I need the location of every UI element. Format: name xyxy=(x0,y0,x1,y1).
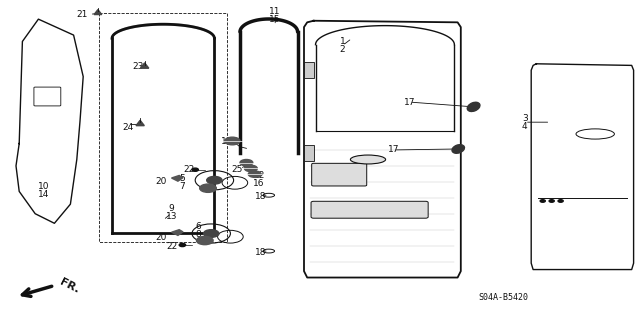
Circle shape xyxy=(179,243,186,247)
Text: 6: 6 xyxy=(196,222,201,231)
Text: 19: 19 xyxy=(221,137,233,146)
Circle shape xyxy=(244,165,257,172)
Text: 10: 10 xyxy=(38,182,49,191)
Ellipse shape xyxy=(467,102,480,111)
Circle shape xyxy=(200,184,216,192)
Circle shape xyxy=(196,236,213,245)
Text: 25: 25 xyxy=(231,165,243,174)
Text: 23: 23 xyxy=(132,63,143,71)
Text: 20: 20 xyxy=(156,177,167,186)
Text: S04A-B5420: S04A-B5420 xyxy=(479,293,529,302)
Text: 5: 5 xyxy=(180,174,185,183)
Circle shape xyxy=(558,200,563,202)
Circle shape xyxy=(248,171,261,177)
Text: 22: 22 xyxy=(183,165,195,174)
Text: 15: 15 xyxy=(269,15,281,24)
FancyBboxPatch shape xyxy=(304,145,314,161)
Text: 17: 17 xyxy=(388,145,399,154)
Text: 14: 14 xyxy=(38,190,49,199)
FancyBboxPatch shape xyxy=(304,62,314,78)
Polygon shape xyxy=(94,10,102,15)
Text: 16: 16 xyxy=(253,179,265,188)
Ellipse shape xyxy=(452,145,465,153)
Circle shape xyxy=(192,168,198,171)
Circle shape xyxy=(207,176,222,184)
Text: 21: 21 xyxy=(76,10,88,19)
Text: 12: 12 xyxy=(253,171,265,180)
Polygon shape xyxy=(172,230,183,235)
Ellipse shape xyxy=(351,155,385,164)
FancyBboxPatch shape xyxy=(311,201,428,218)
Text: 2: 2 xyxy=(340,45,345,54)
Polygon shape xyxy=(172,175,183,181)
Text: 17: 17 xyxy=(404,98,415,107)
Text: 9: 9 xyxy=(169,204,174,213)
Polygon shape xyxy=(141,63,149,68)
Circle shape xyxy=(540,200,545,202)
Text: FR.: FR. xyxy=(58,277,81,296)
Text: 22: 22 xyxy=(166,242,177,251)
FancyBboxPatch shape xyxy=(34,87,61,106)
Text: 13: 13 xyxy=(166,212,177,221)
Text: 18: 18 xyxy=(255,192,267,201)
FancyBboxPatch shape xyxy=(312,163,367,186)
Text: 8: 8 xyxy=(196,230,201,239)
Text: 24: 24 xyxy=(122,123,134,132)
Text: 11: 11 xyxy=(269,7,281,16)
Ellipse shape xyxy=(576,129,614,139)
Polygon shape xyxy=(136,120,145,126)
Circle shape xyxy=(549,200,554,202)
Text: 20: 20 xyxy=(156,233,167,242)
Text: 18: 18 xyxy=(255,248,267,256)
Text: 3: 3 xyxy=(522,114,527,122)
Text: 7: 7 xyxy=(180,182,185,191)
Text: 1: 1 xyxy=(340,37,345,46)
Text: 4: 4 xyxy=(522,122,527,130)
Circle shape xyxy=(240,160,253,166)
Circle shape xyxy=(204,230,219,237)
Circle shape xyxy=(225,137,240,145)
